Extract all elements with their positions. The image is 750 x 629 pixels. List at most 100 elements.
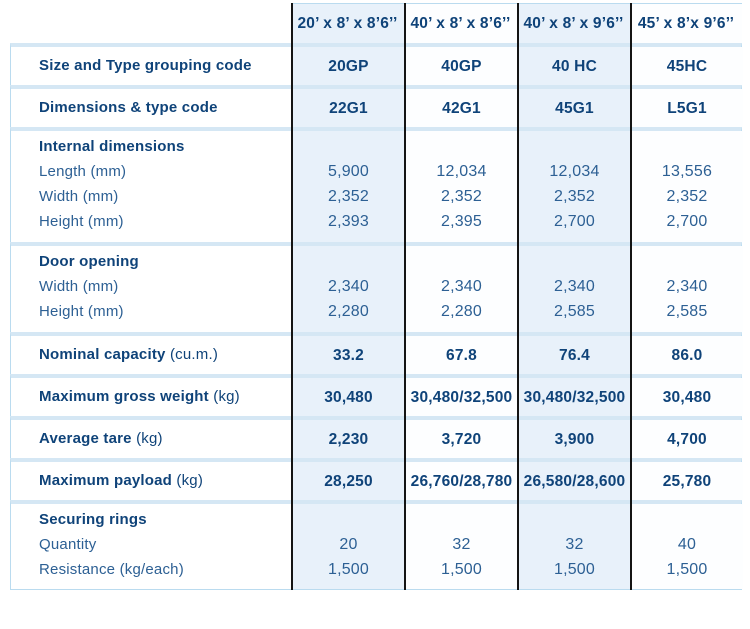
group-title: Securing rings	[39, 511, 147, 528]
table-row: Size and Type grouping code 20GP 40GP 40 HC…	[10, 43, 743, 85]
row-label-cell: Maximum payload (kg)	[11, 462, 292, 500]
cell-value: 3,900	[554, 430, 595, 448]
group-value-cell: 2,340 2,585	[518, 246, 631, 332]
table-row: Dimensions & type code 22G1 42G1 45G1 L5G1	[10, 85, 743, 127]
value-cell: 3,720	[405, 420, 518, 458]
cell-value: 2,352	[440, 188, 483, 205]
value-cell: 26,760/28,780	[405, 462, 518, 500]
cell-value: 2,340	[553, 278, 596, 295]
value-cell: 30,480	[631, 378, 743, 416]
table-row: Average tare (kg) 2,230 3,720 3,900 4,700	[10, 416, 743, 458]
cell-value: 2,280	[440, 303, 483, 320]
value-cell: 45G1	[518, 89, 631, 127]
value-cell: 28,250	[292, 462, 405, 500]
group-value-cell: 20 1,500	[292, 504, 405, 589]
cell-value: 40	[677, 536, 697, 553]
cell-value: 40GP	[441, 57, 482, 75]
cell-value: 1,500	[327, 561, 370, 578]
cell-value: 40 HC	[552, 57, 597, 75]
cell-value: 30,480/32,500	[523, 388, 626, 406]
value-cell: 30,480/32,500	[405, 378, 518, 416]
value-cell: 42G1	[405, 89, 518, 127]
cell-value: 2,340	[327, 278, 370, 295]
group-sub-label: Resistance (kg/each)	[39, 561, 184, 578]
value-cell: 33.2	[292, 336, 405, 374]
group-title: Door opening	[39, 253, 139, 270]
value-cell: 25,780	[631, 462, 743, 500]
column-header-cell: 45’ x 8’x 9’6’’	[630, 3, 742, 43]
row-label-cell: Size and Type grouping code	[11, 47, 292, 85]
column-header-label: 40’ x 8’ x 8’6’’	[410, 14, 511, 32]
table-group-row: Door opening Width (mm) Height (mm) 2,340 2,…	[10, 242, 743, 332]
group-value-cell: 12,034 2,352 2,700	[518, 131, 631, 242]
value-cell: 40GP	[405, 47, 518, 85]
row-label: Maximum payload (kg)	[39, 472, 204, 489]
cell-value: 76.4	[559, 346, 590, 364]
header-label-spacer	[10, 3, 291, 43]
cell-value: 30,480	[324, 388, 373, 406]
group-sub-label: Length (mm)	[39, 163, 127, 180]
value-cell: 76.4	[518, 336, 631, 374]
group-title: Internal dimensions	[39, 138, 185, 155]
table-header-row: 20’ x 8’ x 8’6’’ 40’ x 8’ x 8’6’’ 40’ x 8’…	[10, 3, 742, 43]
container-spec-table: 20’ x 8’ x 8’6’’ 40’ x 8’ x 8’6’’ 40’ x 8’…	[10, 3, 743, 590]
cell-value: 86.0	[671, 346, 703, 364]
table-row: Maximum gross weight (kg) 30,480 30,480/32…	[10, 374, 743, 416]
cell-value: 32	[565, 536, 584, 553]
column-divider-line	[404, 3, 406, 590]
row-label-suffix: (kg)	[172, 472, 204, 489]
group-label-cell: Internal dimensions Length (mm) Width (mm)…	[11, 131, 292, 242]
cell-value: 1,500	[553, 561, 596, 578]
column-divider-line	[630, 3, 632, 590]
row-label-suffix: (cu.m.)	[165, 346, 219, 363]
value-cell: 4,700	[631, 420, 743, 458]
group-value-cell: 2,340 2,585	[631, 246, 743, 332]
value-cell: 40 HC	[518, 47, 631, 85]
cell-value: 12,034	[436, 163, 487, 180]
cell-value: 20	[339, 536, 358, 553]
row-label-suffix: (kg)	[131, 430, 163, 447]
group-value-cell: 40 1,500	[631, 504, 743, 589]
cell-value: 45HC	[666, 57, 708, 75]
group-value-cell: 2,340 2,280	[292, 246, 405, 332]
column-header-label: 20’ x 8’ x 8’6’’	[297, 14, 398, 32]
row-label: Dimensions & type code	[39, 99, 218, 116]
cell-value: 2,340	[666, 278, 708, 295]
cell-value: 2,352	[327, 188, 370, 205]
row-label: Nominal capacity (cu.m.)	[39, 346, 219, 363]
group-value-cell: 13,556 2,352 2,700	[631, 131, 743, 242]
value-cell: 20GP	[292, 47, 405, 85]
column-header-label: 45’ x 8’x 9’6’’	[637, 14, 735, 32]
group-label-cell: Door opening Width (mm) Height (mm)	[11, 246, 292, 332]
column-header-label: 40’ x 8’ x 9’6’’	[523, 14, 624, 32]
cell-value: 2,700	[666, 213, 708, 230]
cell-value: 2,352	[666, 188, 708, 205]
row-label-cell: Nominal capacity (cu.m.)	[11, 336, 292, 374]
group-label-cell: Securing rings Quantity Resistance (kg/eac…	[11, 504, 292, 589]
column-divider-line	[517, 3, 519, 590]
cell-value: 2,352	[553, 188, 596, 205]
cell-value: 2,395	[440, 213, 483, 230]
row-label: Maximum gross weight (kg)	[39, 388, 240, 405]
cell-value: 2,585	[553, 303, 596, 320]
cell-value: 1,500	[666, 561, 708, 578]
group-sub-label: Height (mm)	[39, 213, 124, 230]
row-label: Average tare (kg)	[39, 430, 163, 447]
cell-value: 5,900	[327, 163, 370, 180]
row-label-cell: Dimensions & type code	[11, 89, 292, 127]
cell-value: 2,585	[666, 303, 708, 320]
cell-value: 4,700	[667, 430, 707, 448]
table-group-row: Securing rings Quantity Resistance (kg/eac…	[10, 500, 743, 590]
value-cell: 26,580/28,600	[518, 462, 631, 500]
table-group-row: Internal dimensions Length (mm) Width (mm)…	[10, 127, 743, 242]
cell-value: 3,720	[441, 430, 482, 448]
column-header-cell: 20’ x 8’ x 8’6’’	[291, 3, 404, 43]
group-sub-label: Width (mm)	[39, 278, 119, 295]
cell-value: 26,580/28,600	[523, 472, 626, 490]
group-sub-label: Width (mm)	[39, 188, 119, 205]
cell-value: 2,340	[440, 278, 483, 295]
cell-value: 30,480	[662, 388, 712, 406]
row-label-cell: Average tare (kg)	[11, 420, 292, 458]
cell-value: 33.2	[333, 346, 364, 364]
cell-value: 2,280	[327, 303, 370, 320]
